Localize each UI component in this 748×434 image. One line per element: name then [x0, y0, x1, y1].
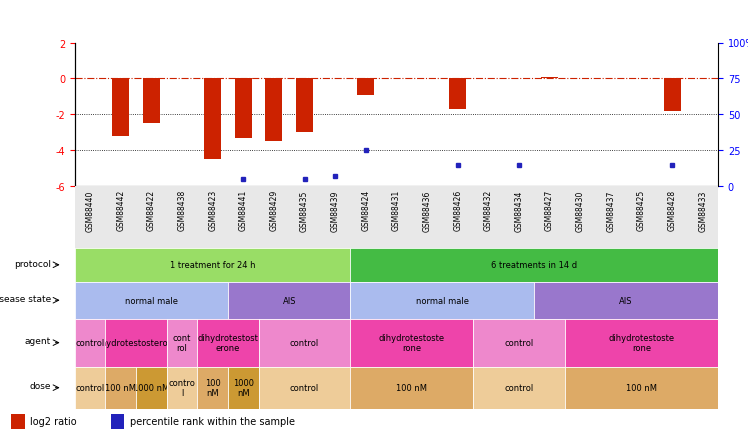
Text: 6 treatments in 14 d: 6 treatments in 14 d [491, 261, 577, 270]
Text: GSM88428: GSM88428 [668, 190, 677, 231]
Text: GSM88439: GSM88439 [331, 190, 340, 231]
Bar [143, 79, 160, 124]
Text: protocol: protocol [14, 259, 51, 268]
Text: AIS: AIS [283, 296, 296, 305]
Bar [11, 414, 25, 429]
Text: GSM88425: GSM88425 [637, 190, 646, 231]
Text: 100 nM: 100 nM [396, 383, 427, 392]
Text: contro
l: contro l [168, 378, 195, 398]
Bar [663, 79, 681, 112]
Text: GSM88440: GSM88440 [85, 190, 94, 231]
Text: dose: dose [30, 381, 51, 390]
Text: GSM88429: GSM88429 [269, 190, 278, 231]
Text: GSM88433: GSM88433 [699, 190, 708, 231]
Text: GSM88435: GSM88435 [300, 190, 309, 231]
Text: GSM88426: GSM88426 [453, 190, 462, 231]
Text: agent: agent [25, 336, 51, 345]
Text: GSM88424: GSM88424 [361, 190, 370, 231]
Text: dihydrotestost
erone: dihydrotestost erone [197, 333, 258, 352]
Text: control: control [290, 339, 319, 347]
Bar [112, 79, 129, 136]
Text: 1000
nM: 1000 nM [233, 378, 254, 398]
Text: normal male: normal male [416, 296, 469, 305]
Text: cont
rol: cont rol [173, 333, 191, 352]
Bar [235, 79, 251, 138]
Text: control: control [76, 339, 105, 347]
Bar [296, 79, 313, 133]
Bar [266, 79, 282, 142]
Text: GSM88430: GSM88430 [576, 190, 585, 231]
Text: log2 ratio: log2 ratio [30, 417, 76, 426]
Text: 1 treatment for 24 h: 1 treatment for 24 h [170, 261, 255, 270]
Text: AIS: AIS [619, 296, 633, 305]
Text: percentile rank within the sample: percentile rank within the sample [129, 417, 295, 426]
Text: GSM88431: GSM88431 [392, 190, 401, 231]
Text: control: control [504, 339, 533, 347]
Text: dihydrotestoste
rone: dihydrotestoste rone [608, 333, 675, 352]
Text: GSM88432: GSM88432 [484, 190, 493, 231]
Text: control: control [76, 383, 105, 392]
Text: 100
nM: 100 nM [205, 378, 221, 398]
Text: GSM88436: GSM88436 [423, 190, 432, 231]
Text: GSM88438: GSM88438 [177, 190, 186, 231]
Text: dihydrotestosterone: dihydrotestosterone [94, 339, 179, 347]
Text: GSM88442: GSM88442 [116, 190, 125, 231]
Bar [358, 79, 374, 95]
Bar [541, 77, 558, 79]
Text: GSM88434: GSM88434 [515, 190, 524, 231]
Text: GSM88437: GSM88437 [607, 190, 616, 231]
Text: GSM88427: GSM88427 [545, 190, 554, 231]
Bar [204, 79, 221, 160]
Text: 1000 nM: 1000 nM [133, 383, 170, 392]
Text: disease state: disease state [0, 294, 51, 303]
Text: control: control [504, 383, 533, 392]
Text: normal male: normal male [125, 296, 178, 305]
Text: control: control [290, 383, 319, 392]
Text: GSM88422: GSM88422 [147, 190, 156, 231]
Text: GSM88423: GSM88423 [208, 190, 217, 231]
Bar [450, 79, 466, 110]
Text: dihydrotestoste
rone: dihydrotestoste rone [378, 333, 445, 352]
Text: 100 nM: 100 nM [626, 383, 657, 392]
Text: 100 nM: 100 nM [105, 383, 136, 392]
Text: GSM88441: GSM88441 [239, 190, 248, 231]
Bar [111, 414, 124, 429]
